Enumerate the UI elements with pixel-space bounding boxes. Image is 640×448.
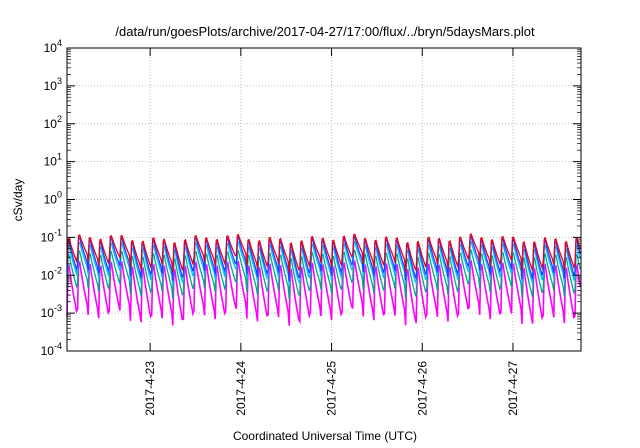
plot-frame bbox=[66, 47, 582, 352]
chart-title: /data/run/goesPlots/archive/2017-04-27/1… bbox=[115, 24, 535, 39]
y-axis-label: cSv/day bbox=[11, 179, 25, 222]
x-axis-ticks: 2017-4-23 2017-4-24 2017-4-25 2017-4-26 2017… bbox=[143, 48, 520, 416]
x-tick-label: 2017-4-23 bbox=[143, 361, 157, 416]
y-tick-label: 103 bbox=[44, 76, 62, 93]
x-tick-label: 2017-4-27 bbox=[506, 361, 520, 416]
x-tick-label: 2017-4-24 bbox=[234, 361, 248, 416]
y-tick-label: 10-1 bbox=[41, 227, 62, 244]
y-tick-label: 102 bbox=[44, 114, 62, 131]
series-line bbox=[66, 259, 581, 326]
x-tick-label: 2017-4-26 bbox=[415, 361, 429, 416]
y-tick-label: 10-4 bbox=[41, 341, 62, 358]
x-axis-label: Coordinated Universal Time (UTC) bbox=[233, 429, 417, 443]
y-tick-label: 101 bbox=[44, 152, 62, 169]
y-tick-label: 104 bbox=[44, 38, 62, 55]
y-tick-label: 10-3 bbox=[41, 303, 62, 320]
series-line bbox=[66, 233, 581, 273]
series-layer bbox=[66, 233, 581, 326]
grid bbox=[67, 48, 581, 351]
y-tick-label: 10-2 bbox=[41, 265, 62, 282]
y-tick-label: 100 bbox=[44, 190, 62, 207]
y-axis-ticks: 10-4 10-3 10-2 10-1 100 101 102 103 104 bbox=[41, 38, 581, 358]
x-tick-label: 2017-4-25 bbox=[325, 361, 339, 416]
